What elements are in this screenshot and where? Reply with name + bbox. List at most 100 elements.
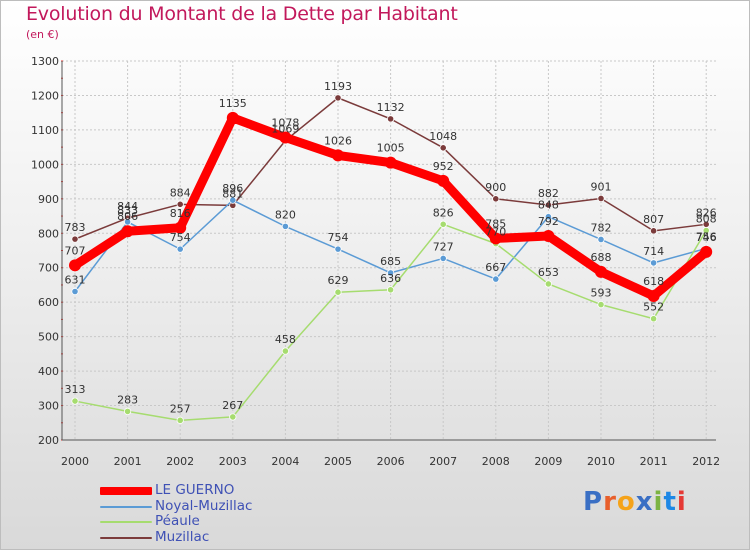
x-tick-label: 2009 <box>534 455 562 468</box>
brand-letter: i <box>653 487 664 517</box>
legend-label: Muzillac <box>155 528 210 545</box>
data-point <box>649 227 658 235</box>
data-label: 727 <box>433 240 454 253</box>
x-tick-label: 2012 <box>692 455 720 468</box>
proxiti-logo: Proxiti <box>583 487 687 517</box>
data-point <box>544 201 553 209</box>
data-point <box>334 94 342 102</box>
x-tick-label: 2008 <box>482 455 510 468</box>
data-label: 770 <box>485 226 506 239</box>
data-point <box>595 265 607 278</box>
data-point <box>384 156 397 169</box>
data-label: 313 <box>65 383 86 396</box>
data-point <box>489 232 502 245</box>
data-label: 653 <box>538 266 559 279</box>
data-point <box>544 280 553 288</box>
chart-title: Evolution du Montant de la Dette par Hab… <box>26 3 458 25</box>
data-point <box>597 300 605 309</box>
legend-label: Péaule <box>155 513 200 529</box>
data-label: 848 <box>538 199 559 212</box>
x-tick-label: 2000 <box>61 455 89 468</box>
data-label: 785 <box>485 217 506 230</box>
data-point <box>124 218 132 226</box>
y-tick-label: 800 <box>38 227 59 240</box>
data-label: 593 <box>591 287 612 300</box>
data-point <box>121 225 134 238</box>
y-tick-label: 1100 <box>31 124 59 137</box>
data-label: 629 <box>328 274 349 287</box>
chart-subtitle: (en €) <box>26 28 59 41</box>
data-label: 884 <box>170 186 191 199</box>
data-point <box>71 235 79 243</box>
data-label: 782 <box>591 221 612 234</box>
data-label: 685 <box>380 255 401 268</box>
data-point <box>439 254 447 263</box>
data-label: 1026 <box>324 134 352 147</box>
y-tick-label: 300 <box>38 400 59 413</box>
data-label: 783 <box>65 221 86 234</box>
data-point <box>229 196 237 204</box>
data-label: 631 <box>65 274 86 287</box>
data-label: 1048 <box>429 130 457 143</box>
data-point <box>702 226 710 235</box>
data-point <box>124 407 132 416</box>
brand-letter: P <box>583 487 604 517</box>
data-point <box>176 416 184 424</box>
data-label: 707 <box>65 244 86 257</box>
y-tick-label: 500 <box>38 331 59 344</box>
y-tick-label: 700 <box>38 262 59 275</box>
data-label: 1005 <box>377 142 405 155</box>
data-label: 896 <box>222 182 243 195</box>
data-label: 636 <box>380 272 401 285</box>
data-label: 1193 <box>324 80 352 93</box>
data-point <box>281 347 289 355</box>
data-point <box>649 259 658 267</box>
data-label: 1078 <box>271 116 299 129</box>
data-point <box>544 213 553 221</box>
legend-swatch <box>100 521 152 523</box>
data-point <box>439 220 447 228</box>
data-label: 618 <box>643 275 664 288</box>
data-label: 806 <box>117 210 138 223</box>
data-label: 257 <box>170 402 191 415</box>
legend-label: LE GUERNO <box>155 482 235 498</box>
data-label: 826 <box>433 206 454 219</box>
data-point <box>279 131 292 144</box>
y-tick-label: 1000 <box>31 158 59 171</box>
data-label: 900 <box>485 181 506 194</box>
data-label: 458 <box>275 333 296 346</box>
data-point <box>334 245 342 253</box>
data-label: 807 <box>643 213 664 226</box>
data-point <box>649 315 658 323</box>
y-tick-label: 200 <box>38 434 59 447</box>
data-point <box>647 289 660 302</box>
data-point <box>71 287 79 296</box>
data-point <box>386 115 395 123</box>
x-tick-label: 2005 <box>324 455 352 468</box>
data-label: 714 <box>643 245 664 258</box>
data-point <box>437 174 450 187</box>
brand-letter: r <box>603 487 617 517</box>
data-point <box>386 286 395 294</box>
data-label: 816 <box>170 207 191 220</box>
y-tick-label: 1200 <box>31 89 59 102</box>
data-label: 808 <box>696 213 717 226</box>
y-tick-label: 900 <box>38 193 59 206</box>
data-label: 792 <box>538 215 559 228</box>
x-tick-label: 2001 <box>114 455 142 468</box>
data-label: 1132 <box>377 101 405 114</box>
data-point <box>542 230 555 243</box>
y-tick-label: 400 <box>38 365 59 378</box>
data-label: 754 <box>170 231 191 244</box>
data-point <box>226 111 239 124</box>
x-tick-label: 2002 <box>166 455 194 468</box>
data-label: 882 <box>538 187 559 200</box>
data-label: 688 <box>591 251 612 264</box>
data-point <box>597 194 605 203</box>
data-label: 881 <box>222 187 243 200</box>
brand-letter: o <box>616 487 636 517</box>
data-point <box>332 149 344 162</box>
data-point <box>386 269 395 277</box>
